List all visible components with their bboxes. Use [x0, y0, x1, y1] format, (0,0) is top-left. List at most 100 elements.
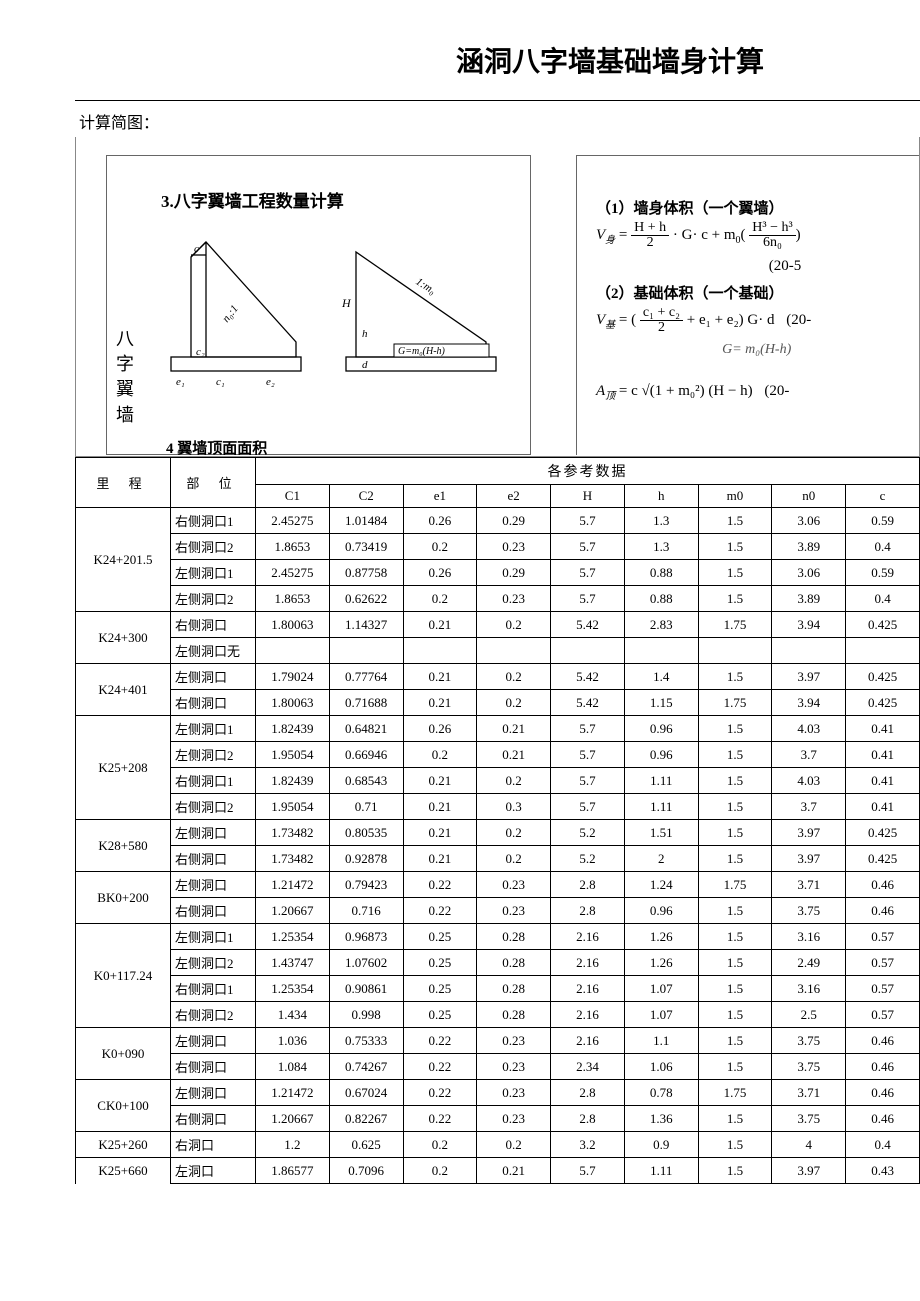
th-li: 里 程 — [76, 458, 171, 508]
cell-val: 2.8 — [551, 1080, 625, 1106]
cell-val: 3.97 — [772, 846, 846, 872]
cell-bu: 左洞口 — [171, 1158, 256, 1184]
th-col: C2 — [329, 485, 403, 508]
cell-val: 1.5 — [698, 1054, 772, 1080]
cell-val: 1.5 — [698, 950, 772, 976]
cell-val: 0.4 — [846, 534, 920, 560]
page-title: 涵洞八字墙基础墙身计算 — [300, 0, 920, 100]
cell-val: 0.21 — [477, 742, 551, 768]
formula-vbody: V身 = H + h2 · G· c + m0( H³ − h³6n₀) — [596, 221, 811, 250]
table-row: 右侧洞口11.253540.908610.250.282.161.071.53.… — [76, 976, 920, 1002]
cell-val: 0.4 — [846, 586, 920, 612]
cell-val: 0.2 — [477, 1132, 551, 1158]
cell-val: 0.59 — [846, 508, 920, 534]
cell-val: 3.75 — [772, 898, 846, 924]
cell-val: 3.97 — [772, 664, 846, 690]
cell-bu: 左侧洞口 — [171, 820, 256, 846]
cell-val: 5.2 — [551, 820, 625, 846]
cell-val: 0.88 — [624, 560, 698, 586]
cell-val: 0.87758 — [329, 560, 403, 586]
cell-val: 1.11 — [624, 794, 698, 820]
cell-val: 5.42 — [551, 664, 625, 690]
cell-val: 1.75 — [698, 872, 772, 898]
cell-bu: 左侧洞口 — [171, 1080, 256, 1106]
cell-val: 1.3 — [624, 508, 698, 534]
cell-val: 1.084 — [256, 1054, 330, 1080]
table-row: K24+401左侧洞口1.790240.777640.210.25.421.41… — [76, 664, 920, 690]
cell-val: 1.5 — [698, 586, 772, 612]
cell-val: 0.96873 — [329, 924, 403, 950]
cell-li: K25+208 — [76, 716, 171, 820]
lbl-e2: e₂ — [266, 376, 275, 388]
cell-val: 0.21 — [477, 1158, 551, 1184]
cell-bu: 左侧洞口1 — [171, 560, 256, 586]
cell-val: 0.21 — [403, 612, 477, 638]
cell-val: 1.14327 — [329, 612, 403, 638]
cell-val: 3.7 — [772, 742, 846, 768]
cell-val: 2.49 — [772, 950, 846, 976]
cell-val: 2.16 — [551, 1002, 625, 1028]
table-row: 右侧洞口1.0840.742670.220.232.341.061.53.750… — [76, 1054, 920, 1080]
cell-val: 0.716 — [329, 898, 403, 924]
cell-val: 0.46 — [846, 1080, 920, 1106]
formula-area: （1）墙身体积（一个翼墙） V身 = H + h2 · G· c + m0( H… — [596, 197, 811, 409]
cell-val: 1.80063 — [256, 612, 330, 638]
lbl-G: G=m₀(H-h) — [398, 346, 446, 357]
cell-val: 2.16 — [551, 950, 625, 976]
cell-val: 1.5 — [698, 1028, 772, 1054]
cell-val: 2.16 — [551, 976, 625, 1002]
cell-val: 0.23 — [477, 872, 551, 898]
cell-val: 4.03 — [772, 768, 846, 794]
cell-bu: 右侧洞口2 — [171, 534, 256, 560]
cell-val: 1.26 — [624, 924, 698, 950]
cell-val: 3.94 — [772, 612, 846, 638]
table-row: 右侧洞口1.206670.7160.220.232.80.961.53.750.… — [76, 898, 920, 924]
cell-val: 0.2 — [477, 612, 551, 638]
cell-val: 1.75 — [698, 612, 772, 638]
cell-val: 1.5 — [698, 1158, 772, 1184]
cell-val: 5.7 — [551, 560, 625, 586]
cell-bu: 左侧洞口1 — [171, 716, 256, 742]
cell-val: 1.5 — [698, 898, 772, 924]
cell-bu: 右侧洞口1 — [171, 508, 256, 534]
cell-val: 5.7 — [551, 508, 625, 534]
cell-bu: 右侧洞口2 — [171, 1002, 256, 1028]
table-row: 右侧洞口1.734820.928780.210.25.221.53.970.42… — [76, 846, 920, 872]
cell-bu: 右侧洞口1 — [171, 768, 256, 794]
cell-val: 1.25354 — [256, 976, 330, 1002]
cell-val: 0.2 — [403, 534, 477, 560]
table-row: 右侧洞口1.206670.822670.220.232.81.361.53.75… — [76, 1106, 920, 1132]
th-col: h — [624, 485, 698, 508]
cell-val: 0.23 — [477, 586, 551, 612]
cell-val: 3.89 — [772, 534, 846, 560]
cell-val: 0.62622 — [329, 586, 403, 612]
cell-val — [551, 638, 625, 664]
cell-val: 5.7 — [551, 716, 625, 742]
cell-val: 1.11 — [624, 768, 698, 794]
cell-val: 1.24 — [624, 872, 698, 898]
cell-val: 1.21472 — [256, 1080, 330, 1106]
cell-val: 1.43747 — [256, 950, 330, 976]
cell-val: 0.22 — [403, 1080, 477, 1106]
cell-bu: 右侧洞口 — [171, 612, 256, 638]
cell-val: 1.5 — [698, 1132, 772, 1158]
table-row: 右侧洞口11.824390.685430.210.25.71.111.54.03… — [76, 768, 920, 794]
cell-val: 0.80535 — [329, 820, 403, 846]
cell-val: 0.22 — [403, 1028, 477, 1054]
th-col: C1 — [256, 485, 330, 508]
cell-val: 0.28 — [477, 950, 551, 976]
cell-val: 0.425 — [846, 612, 920, 638]
cell-val: 0.26 — [403, 560, 477, 586]
formula-vbase: V基 = ( c₁ + c₂2 + e₁ + e₂) G· d (20- — [596, 306, 811, 335]
cell-val: 2 — [624, 846, 698, 872]
cell-val: 1.5 — [698, 508, 772, 534]
cell-val: 0.73419 — [329, 534, 403, 560]
cell-val: 0.22 — [403, 1106, 477, 1132]
cell-val: 3.7 — [772, 794, 846, 820]
cell-val: 1.434 — [256, 1002, 330, 1028]
cell-val: 1.2 — [256, 1132, 330, 1158]
cell-val: 5.7 — [551, 1158, 625, 1184]
cell-val: 0.425 — [846, 664, 920, 690]
table-row: 左侧洞口无 — [76, 638, 920, 664]
lbl-c: c — [194, 243, 199, 255]
